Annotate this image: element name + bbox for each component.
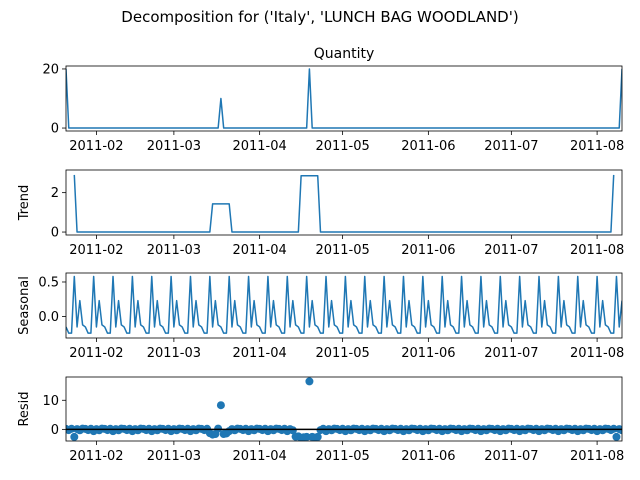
x-tick-label: 2011-03 [147, 449, 201, 464]
subplot-2: Trend 0 2 2011-02 2011-03 2011-04 2011-05 2011-… [17, 169, 624, 258]
x-tick-label: 2011-06 [401, 243, 455, 258]
y-tick-label: 0 [51, 226, 59, 241]
resid-point [313, 432, 322, 441]
resid-point [70, 432, 79, 441]
x-tick-label: 2011-03 [147, 346, 201, 361]
x-tick-label: 2011-02 [69, 243, 123, 258]
x-tick-label: 2011-04 [232, 139, 286, 154]
data-layer [66, 275, 622, 334]
series-line [73, 174, 615, 233]
x-tick-label: 2011-05 [315, 346, 369, 361]
axes-frame [65, 169, 623, 236]
data-layer [73, 174, 615, 233]
resid-point [216, 401, 225, 410]
resid-point [288, 426, 297, 435]
x-tick-label: 2011-05 [315, 139, 369, 154]
x-tick-label: 2011-05 [315, 449, 369, 464]
x-tick-label: 2011-06 [401, 346, 455, 361]
x-tick-label: 2011-02 [69, 139, 123, 154]
x-tick-label: 2011-08 [570, 449, 624, 464]
x-tick-label: 2011-07 [484, 449, 538, 464]
data-layer [66, 377, 622, 441]
x-tick-label: 2011-05 [315, 243, 369, 258]
x-tick-label: 2011-08 [570, 346, 624, 361]
x-tick-label: 2011-02 [69, 449, 123, 464]
x-tick-label: 2011-07 [484, 243, 538, 258]
resid-point [302, 432, 311, 441]
y-tick-label: 0.0 [38, 310, 59, 325]
x-tick-label: 2011-06 [401, 449, 455, 464]
series-line [66, 275, 622, 334]
x-tick-label: 2011-03 [147, 243, 201, 258]
y-tick-label: 20 [42, 62, 59, 77]
x-tick-label: 2011-08 [570, 139, 624, 154]
subplot-title: Quantity [314, 46, 375, 62]
y-axis-label: Trend [17, 185, 32, 222]
resid-point [305, 377, 314, 386]
x-tick-label: 2011-07 [484, 346, 538, 361]
y-tick-label: 0.5 [38, 275, 59, 290]
x-tick-label: 2011-02 [69, 346, 123, 361]
subplot-3: Seasonal 0.0 0.5 2011-02 2011-03 2011-04 2011-… [17, 272, 624, 361]
x-tick-label: 2011-04 [232, 243, 286, 258]
subplot-1: Quantity 0 20 2011-02 2011-03 2011-04 2011-05 2… [42, 46, 624, 154]
x-tick-label: 2011-04 [232, 346, 286, 361]
y-tick-label: 0 [51, 423, 59, 438]
data-layer [66, 68, 622, 129]
resid-point [612, 432, 621, 441]
axes-frame [65, 65, 623, 132]
figure-suptitle: Decomposition for ('Italy', 'LUNCH BAG W… [121, 8, 518, 26]
series-line [66, 68, 622, 129]
subplot-4: Resid 0 10 2011-02 2011-03 2011-04 2011-05 2011… [17, 376, 624, 464]
y-axis-label: Resid [17, 391, 32, 426]
axes-frame [65, 272, 623, 339]
y-tick-label: 0 [51, 122, 59, 137]
resid-point [618, 426, 622, 435]
y-tick-label: 2 [51, 186, 59, 201]
x-tick-label: 2011-03 [147, 139, 201, 154]
axes-frame [65, 376, 623, 442]
x-tick-label: 2011-07 [484, 139, 538, 154]
x-tick-label: 2011-06 [401, 139, 455, 154]
x-tick-label: 2011-08 [570, 243, 624, 258]
y-axis-label: Seasonal [17, 276, 32, 335]
x-tick-label: 2011-04 [232, 449, 286, 464]
y-tick-label: 10 [42, 394, 59, 409]
